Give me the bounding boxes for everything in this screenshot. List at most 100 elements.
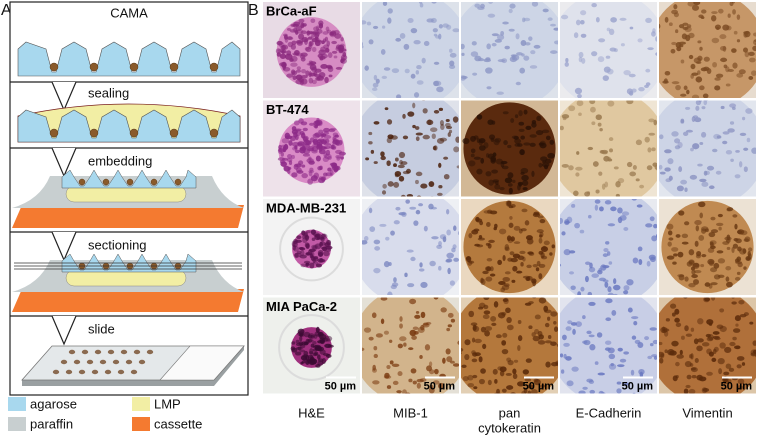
cell <box>638 259 643 265</box>
cell <box>386 160 391 167</box>
cell <box>601 151 608 155</box>
cell <box>286 154 293 159</box>
cell <box>711 11 718 15</box>
cell <box>483 304 489 310</box>
cell <box>574 87 583 95</box>
cell <box>628 73 636 78</box>
cell <box>496 91 504 95</box>
cell <box>711 357 717 363</box>
cell <box>565 58 569 63</box>
cell <box>623 351 629 355</box>
cell <box>373 345 378 351</box>
cell <box>309 262 315 269</box>
cell <box>480 277 484 284</box>
cell <box>390 230 395 236</box>
cell <box>717 258 726 264</box>
cell <box>556 343 558 347</box>
cell <box>653 223 657 229</box>
cell <box>632 392 636 394</box>
cell <box>699 85 705 91</box>
cell <box>547 316 551 321</box>
cell <box>325 149 331 156</box>
cell <box>290 62 298 67</box>
cell <box>474 243 481 247</box>
cell <box>314 234 321 241</box>
cell <box>645 82 651 86</box>
cell <box>604 200 612 205</box>
cell <box>517 344 521 351</box>
cell <box>394 170 402 177</box>
cell <box>683 85 688 91</box>
cell <box>419 2 424 8</box>
cell <box>622 382 630 386</box>
cell <box>720 57 728 63</box>
cell <box>572 328 576 335</box>
cell <box>562 334 567 341</box>
cell <box>419 397 426 401</box>
cell <box>323 143 332 146</box>
cell <box>553 27 558 31</box>
cell <box>420 183 428 189</box>
cell <box>524 378 532 382</box>
cell <box>678 41 686 45</box>
cell <box>704 399 711 403</box>
cell <box>305 338 310 345</box>
cell <box>442 357 446 364</box>
cell <box>474 55 482 62</box>
cell <box>332 162 337 169</box>
cell <box>617 347 623 352</box>
cell <box>545 135 551 141</box>
cell <box>591 121 596 126</box>
cell <box>652 162 657 167</box>
cell <box>691 116 696 122</box>
slide-label-area <box>159 345 245 381</box>
cell <box>602 75 610 82</box>
cell <box>534 329 540 335</box>
cell <box>602 253 608 258</box>
cell <box>623 290 629 295</box>
cell <box>588 301 596 306</box>
row-label: BT-474 <box>266 102 309 117</box>
row-label: BrCa-aF <box>266 3 317 18</box>
cell <box>710 15 717 22</box>
cell <box>446 252 454 259</box>
cell <box>443 156 449 160</box>
cell <box>420 281 428 288</box>
cell <box>415 126 420 130</box>
cell <box>288 160 293 166</box>
cell <box>620 43 625 47</box>
cell <box>667 241 672 247</box>
cell <box>507 359 514 366</box>
cell <box>433 61 440 65</box>
cell <box>291 240 296 248</box>
cell <box>645 68 651 73</box>
cell <box>524 220 530 226</box>
cell <box>698 234 705 241</box>
cell <box>665 178 672 183</box>
cell <box>515 33 520 40</box>
cell <box>530 50 536 55</box>
cell <box>470 153 475 158</box>
section-dot <box>60 359 68 365</box>
cell <box>510 118 515 123</box>
cell <box>502 276 510 282</box>
cell <box>497 59 505 63</box>
cell <box>649 216 655 222</box>
cell <box>671 41 677 46</box>
cell <box>305 243 310 249</box>
cell <box>331 50 338 54</box>
legend-label: LMP <box>154 396 181 411</box>
cell <box>523 17 531 22</box>
cell <box>438 162 442 168</box>
cell <box>694 220 702 226</box>
cell <box>464 339 471 346</box>
cell <box>404 68 410 74</box>
cell <box>329 144 337 150</box>
cell <box>677 274 685 278</box>
cell <box>473 386 478 390</box>
cell <box>461 347 464 352</box>
cell <box>290 44 296 50</box>
cell <box>602 279 609 283</box>
cell <box>404 272 408 278</box>
cell <box>582 315 586 320</box>
